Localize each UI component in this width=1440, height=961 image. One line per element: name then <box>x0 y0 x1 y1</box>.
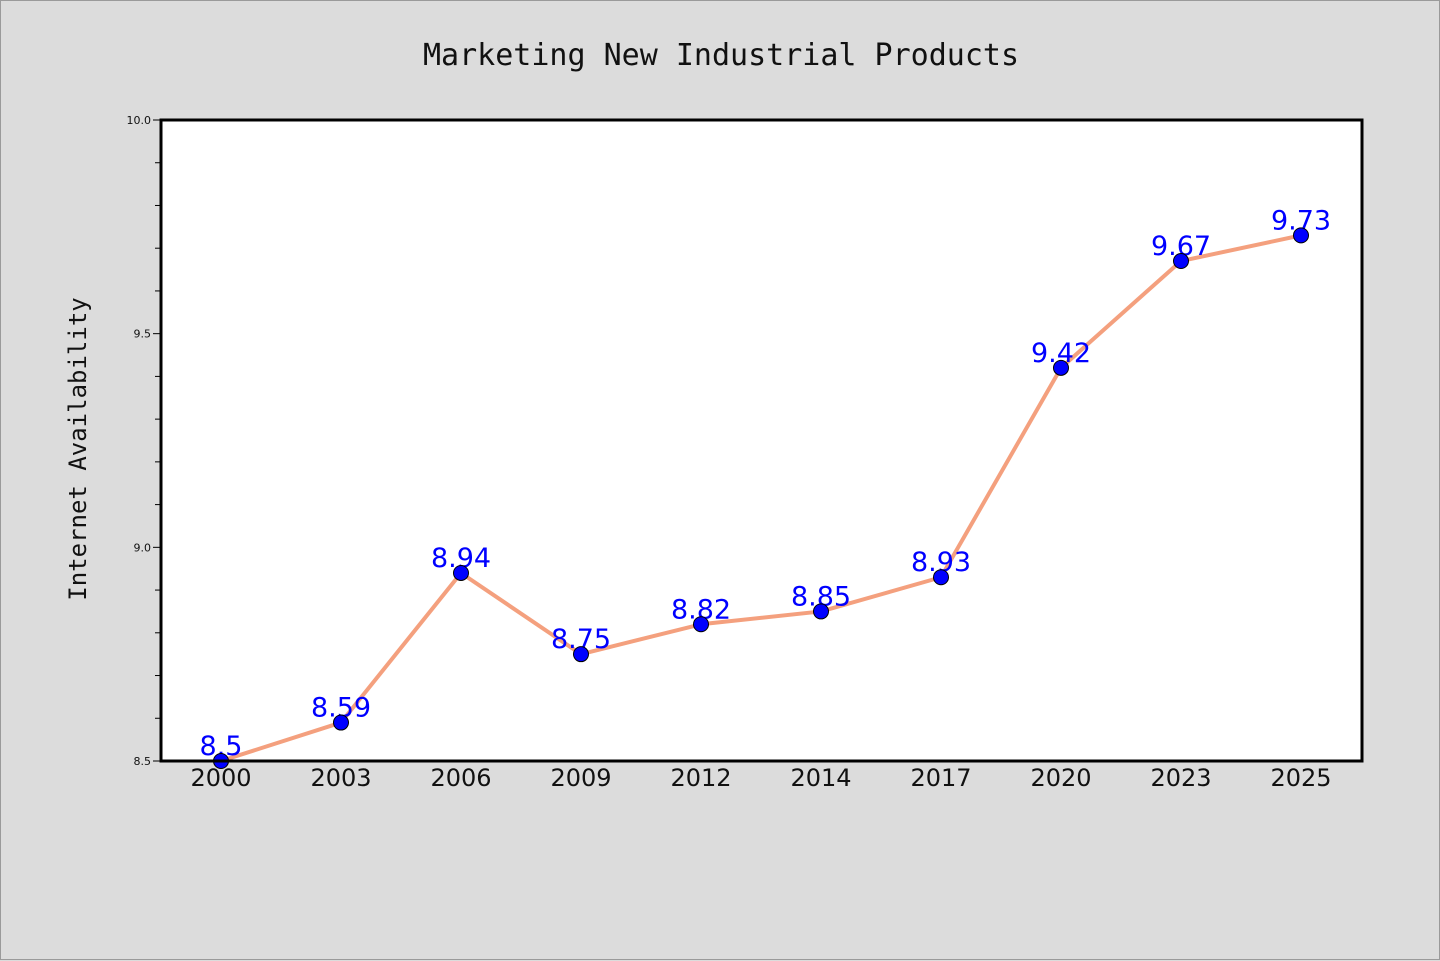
plot-area <box>161 120 1362 761</box>
x-tick-label: 2009 <box>550 764 611 792</box>
x-tick-label: 2017 <box>910 764 971 792</box>
x-tick-label: 2014 <box>790 764 851 792</box>
y-tick-label: 9.5 <box>134 328 152 341</box>
chart-title: Marketing New Industrial Products <box>423 38 1019 73</box>
y-tick-label: 10.0 <box>127 114 152 127</box>
data-point <box>1053 359 1069 376</box>
series-line <box>219 233 1303 763</box>
data-point <box>933 569 949 586</box>
x-tick-label: 2020 <box>1030 764 1091 792</box>
x-tick-label: 2023 <box>1150 764 1211 792</box>
x-tick-label: 2025 <box>1270 764 1331 792</box>
series-layer: 8.58.598.948.758.82 8.858.939.429.679.73 <box>200 205 1331 769</box>
x-tick-label: 2003 <box>310 764 371 792</box>
data-point <box>333 714 349 731</box>
y-tick-labels: 8.5 9.0 9.5 10.0 <box>127 114 152 768</box>
data-point <box>813 603 829 620</box>
x-tick-label: 2006 <box>430 764 491 792</box>
x-tick-labels: 2000 2003 2006 2009 2012 2014 2017 2020 2023 2025 <box>190 764 1331 792</box>
y-axis-label: Internet Availability <box>64 297 92 600</box>
x-tick-label: 2012 <box>670 764 731 792</box>
data-point <box>573 646 589 663</box>
data-point <box>693 616 709 633</box>
data-point <box>1173 253 1189 270</box>
y-tick-label: 9.0 <box>134 541 152 554</box>
y-tick-label: 8.5 <box>134 755 152 768</box>
plot-border <box>159 118 1364 763</box>
data-point <box>1293 227 1309 244</box>
data-point <box>453 564 469 581</box>
